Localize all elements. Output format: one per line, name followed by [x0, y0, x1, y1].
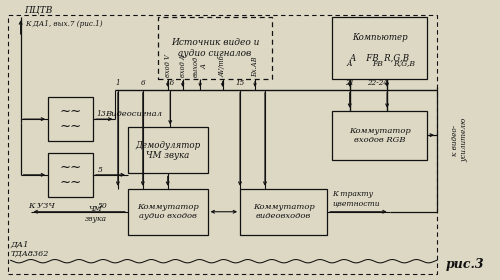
- Text: Компьютер

A    FB  R,G,B: Компьютер A FB R,G,B: [350, 33, 410, 63]
- Text: 13: 13: [97, 110, 106, 118]
- Bar: [158, 17, 272, 79]
- Text: выход
А: выход А: [192, 56, 208, 77]
- Text: рис.3: рис.3: [446, 258, 484, 271]
- Text: Коммутатор
входов RGB: Коммутатор входов RGB: [349, 127, 410, 144]
- Text: 6: 6: [140, 78, 145, 87]
- Text: Видеосигнал: Видеосигнал: [106, 110, 162, 118]
- Text: к видео-
усилителю: к видео- усилителю: [451, 118, 468, 162]
- Text: ∼∼
∼∼: ∼∼ ∼∼: [60, 161, 82, 189]
- Text: К УЗЧ: К УЗЧ: [28, 202, 55, 210]
- Text: Бх.АВ: Бх.АВ: [251, 57, 259, 77]
- Text: ∼∼
∼∼: ∼∼ ∼∼: [60, 105, 82, 133]
- Bar: [332, 17, 427, 79]
- Bar: [332, 111, 427, 160]
- Text: 21: 21: [345, 78, 354, 87]
- Text: 5: 5: [98, 166, 103, 174]
- Text: A: A: [347, 60, 352, 67]
- Text: ТДА8362: ТДА8362: [10, 250, 49, 258]
- Bar: [8, 15, 437, 274]
- Text: 15: 15: [236, 78, 244, 87]
- Text: Коммутатор
аудио входов: Коммутатор аудио входов: [137, 203, 198, 220]
- Text: 22-24: 22-24: [366, 78, 388, 87]
- Bar: [128, 189, 208, 235]
- Text: ЧМ
звука: ЧМ звука: [84, 206, 106, 223]
- Bar: [48, 97, 93, 141]
- Text: К тракту
цветности: К тракту цветности: [332, 190, 380, 207]
- Text: Коммутатор
видеовходов: Коммутатор видеовходов: [253, 203, 314, 220]
- Bar: [128, 127, 208, 173]
- Text: Демодулятор
ЧМ звука: Демодулятор ЧМ звука: [135, 141, 200, 160]
- Text: вход V: вход V: [164, 55, 172, 77]
- Text: 50: 50: [98, 202, 108, 210]
- Text: 16: 16: [166, 78, 175, 87]
- Text: 1: 1: [116, 78, 120, 87]
- Text: вход A: вход A: [178, 55, 186, 77]
- Text: ДА1: ДА1: [10, 241, 29, 249]
- Text: FB: FB: [372, 60, 382, 67]
- Text: Источник видео и
аудио сигналов: Источник видео и аудио сигналов: [171, 38, 260, 58]
- Bar: [240, 189, 328, 235]
- Text: R,G,B: R,G,B: [394, 60, 415, 67]
- Bar: [48, 153, 93, 197]
- Text: AV/тб: AV/тб: [218, 56, 226, 77]
- Text: К ДА1, вых.7 (рис.1): К ДА1, вых.7 (рис.1): [24, 20, 102, 28]
- Text: ПЦТВ: ПЦТВ: [24, 6, 53, 15]
